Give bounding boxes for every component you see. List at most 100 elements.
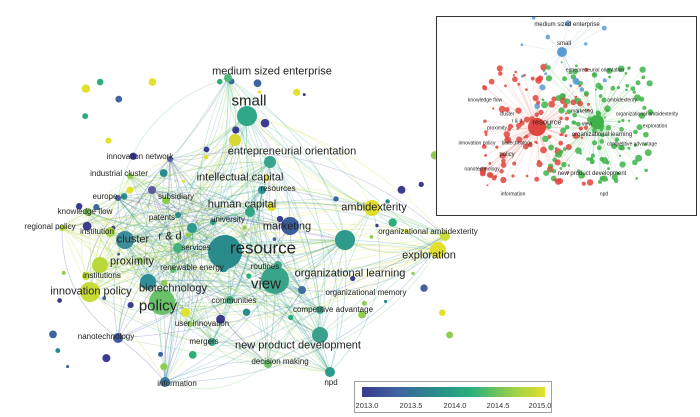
node-label[interactable]: organizational learning: [294, 267, 406, 280]
link: [177, 214, 269, 365]
node-label[interactable]: europe: [92, 192, 118, 201]
link: [199, 77, 231, 301]
link: [129, 175, 213, 343]
node-label[interactable]: nanotechnology: [77, 332, 135, 341]
link: [61, 227, 231, 301]
node-label[interactable]: ambidexterity: [341, 201, 407, 214]
node-label[interactable]: innovation network: [106, 152, 174, 161]
link: [164, 323, 191, 383]
link: [89, 139, 236, 293]
link: [224, 207, 373, 256]
inset-nodes: [479, 17, 654, 187]
node-label[interactable]: npd: [324, 378, 338, 387]
node-label[interactable]: patents: [148, 213, 176, 222]
node-label[interactable]: institution: [80, 227, 114, 236]
legend-tick: 2013.5: [399, 401, 423, 410]
link: [191, 227, 346, 256]
node-label[interactable]: routines: [250, 262, 280, 271]
node-institution: [105, 227, 115, 237]
link: [61, 227, 119, 339]
minor-node: [404, 228, 409, 234]
node-label[interactable]: communities: [211, 296, 257, 305]
node-label[interactable]: organizational ambidexterity: [378, 227, 478, 236]
node-resources: [258, 186, 266, 194]
link: [99, 249, 439, 266]
link: [99, 264, 213, 343]
node-label[interactable]: proximity: [109, 255, 155, 268]
minor-node: [397, 185, 406, 194]
node-label[interactable]: marketing: [262, 220, 312, 233]
link: [229, 211, 252, 301]
node-label[interactable]: cluster: [116, 233, 150, 246]
node-label[interactable]: resources: [260, 184, 296, 193]
link: [129, 175, 321, 336]
node-label[interactable]: subsidiary: [157, 192, 195, 201]
node-label[interactable]: biotechnology: [139, 282, 207, 295]
cluster-view-inset[interactable]: medium sized enterprise small entrepreneur…: [436, 16, 697, 216]
minor-node: [120, 193, 128, 200]
minor-node: [82, 113, 89, 120]
link: [161, 211, 251, 303]
minor-node: [136, 256, 143, 263]
link: [344, 235, 446, 253]
link: [164, 289, 303, 383]
link: [117, 191, 291, 227]
link: [212, 189, 263, 223]
link: [61, 158, 171, 229]
node-label[interactable]: knowledge flow: [57, 207, 113, 216]
link: [99, 263, 331, 373]
node-label[interactable]: small: [231, 92, 267, 110]
node-services: [173, 243, 183, 253]
minor-node: [55, 348, 61, 353]
node-label[interactable]: new product development: [235, 339, 361, 352]
node-label[interactable]: intellectual capital: [196, 171, 284, 184]
node-label[interactable]: view: [250, 275, 282, 293]
link: [177, 161, 271, 249]
node-label[interactable]: university: [211, 215, 245, 224]
link: [87, 211, 214, 228]
inset-node-label: new product development: [557, 171, 627, 177]
minor-node: [115, 95, 123, 103]
link: [245, 115, 303, 291]
link: [87, 211, 149, 283]
link: [169, 152, 446, 237]
node-label[interactable]: regional policy: [24, 222, 76, 231]
node-label[interactable]: institutions: [83, 271, 121, 280]
node-label[interactable]: services: [181, 243, 211, 252]
node-label[interactable]: resource: [229, 238, 297, 258]
inset-node-label: biotechnology: [501, 140, 533, 147]
node-label[interactable]: mergers: [189, 337, 219, 346]
link: [89, 175, 131, 293]
minor-node: [257, 90, 261, 94]
minor-node: [260, 118, 270, 128]
node-label[interactable]: information: [157, 379, 197, 388]
node-label[interactable]: organizational memory: [325, 288, 407, 297]
node-label[interactable]: exploration: [402, 249, 456, 262]
node-label[interactable]: human capital: [207, 198, 277, 211]
node-label[interactable]: r & d: [158, 230, 182, 243]
minor-node: [385, 199, 390, 204]
node-label[interactable]: user innovation: [174, 319, 230, 328]
link: [227, 77, 271, 163]
node-label[interactable]: innovation policy: [50, 285, 132, 298]
link: [246, 115, 291, 227]
node-label[interactable]: renewable energy: [160, 263, 224, 272]
minor-node: [105, 137, 112, 144]
node-label[interactable]: decision making: [251, 357, 309, 366]
link: [261, 187, 373, 209]
minor-node: [127, 301, 134, 309]
link: [124, 239, 213, 343]
inset-node-label: marketing: [571, 108, 593, 115]
link: [124, 239, 231, 301]
link: [124, 218, 291, 241]
node-label[interactable]: entrepreneurial orientation: [227, 145, 357, 158]
link: [191, 227, 269, 365]
node-label[interactable]: competitive advantage: [292, 305, 374, 314]
link: [89, 291, 331, 373]
link: [169, 158, 203, 325]
node-label[interactable]: medium sized enterprise: [212, 65, 332, 78]
node-label[interactable]: policy: [138, 297, 178, 315]
link: [147, 139, 236, 283]
node-label[interactable]: industrial cluster: [90, 169, 148, 178]
